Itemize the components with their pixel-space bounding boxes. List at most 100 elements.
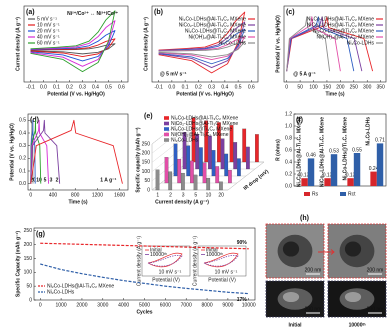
x-tick-label: 0.1 xyxy=(182,84,189,90)
plot-frame xyxy=(23,5,129,83)
inset-legend-label: 10000ᵗʰ xyxy=(150,252,167,258)
bar xyxy=(204,120,209,163)
x-tick-label: 0.4 xyxy=(92,84,99,90)
panel-label: (g) xyxy=(36,231,45,238)
y-axis-label: Current density (A g⁻¹) xyxy=(143,17,149,71)
bar xyxy=(211,150,216,177)
x-tick-label: 0.2 xyxy=(66,84,73,90)
bar xyxy=(237,158,241,177)
x-tick-label: 2000 xyxy=(76,302,87,308)
micrograph xyxy=(327,223,387,279)
value-label: 0.24 xyxy=(369,166,379,172)
x-tick-label: 4000 xyxy=(118,302,129,308)
bar xyxy=(206,177,211,191)
inset-note: 10 mV s⁻¹ xyxy=(215,269,238,275)
bar xyxy=(220,138,225,170)
y-tick-label: 1.0 xyxy=(285,123,292,129)
bar xyxy=(246,146,250,170)
inset-curve xyxy=(203,255,239,267)
grid-line xyxy=(151,125,189,154)
bar xyxy=(155,169,160,191)
legend-label: Ni₂Co-LDHs@Ti₃C₂ MXene xyxy=(313,28,374,34)
x-axis-label: Cycles xyxy=(136,309,152,315)
legend-label: Ni(OH)₂@Al-Ti₃C₂ MXene xyxy=(317,34,375,40)
y-tick-label: 50 xyxy=(144,178,150,184)
x-tick-label: 0.4 xyxy=(221,84,228,90)
x-tick-label: 0.3 xyxy=(208,84,215,90)
plot-frame xyxy=(283,5,387,83)
y-tick-label: 100 xyxy=(24,270,33,276)
bar xyxy=(224,153,229,177)
curve-label: 10 xyxy=(36,177,42,183)
series-line xyxy=(30,119,123,184)
inset-legend-label: Initial xyxy=(150,247,162,253)
panel-label: (f) xyxy=(296,117,303,124)
x-tick-label: 3 xyxy=(182,192,185,198)
x-tick-label: 0 xyxy=(29,192,32,198)
bar xyxy=(301,178,308,186)
y-axis-label: R (ohms) xyxy=(275,139,281,161)
bar xyxy=(208,135,212,170)
grid-line xyxy=(151,115,189,145)
inset-legend-label: Initial xyxy=(206,247,218,253)
legend-label: Ni(OH)₂@Al-Ti₃C₂ MXene xyxy=(171,132,229,138)
y-tick-label: 200 xyxy=(24,242,33,248)
bar xyxy=(199,147,203,177)
x-tick-label: 10 xyxy=(206,192,212,198)
series-line xyxy=(30,119,50,184)
bar xyxy=(307,158,315,186)
category-label: NiCo₂-LDHs@Al-Ti₃C₂ MXene xyxy=(319,117,325,187)
series-line xyxy=(30,119,61,184)
arrow xyxy=(318,249,335,255)
particle-core xyxy=(282,291,300,303)
bar xyxy=(173,143,178,177)
x-tick-label: 800 xyxy=(71,192,80,198)
y-tick-label: 0.3 xyxy=(19,143,26,149)
x-tick-label: 3000 xyxy=(97,302,108,308)
y-tick-label: 1.2 xyxy=(285,111,292,117)
legend-label: Ni₂Co-LDHs@Ti₃C₂ MXene xyxy=(171,126,232,132)
value-label: 0.71 xyxy=(375,138,385,144)
category-label: Ni₂Co-LDHs@Al-Ti₃C₂ MXene xyxy=(296,117,302,187)
x-tick-label: 5000 xyxy=(139,302,150,308)
y-tick-label: 0 xyxy=(147,187,150,193)
x-axis-label: Current density (A g⁻¹) xyxy=(155,199,209,205)
y-tick-label: 0.1 xyxy=(19,168,26,174)
category-label: Ni₂Co-LDHs@Ti₃C₂ MXene xyxy=(342,117,348,181)
x-tick-label: 0.0 xyxy=(40,84,47,90)
series-line xyxy=(40,242,249,250)
y-tick-label: 0.6 xyxy=(285,147,292,153)
panel-label: (c) xyxy=(286,9,295,16)
value-label: 0.13 xyxy=(300,173,310,179)
legend-label: Ni₂Co-LDHs@Al-Ti₃C₂ MXene xyxy=(47,283,114,289)
x-axis-label: Potential (V vs. Hg/HgO) xyxy=(176,91,234,97)
legend-label: 10 mV s⁻¹ xyxy=(37,22,60,28)
y-axis-label: Potential (V vs. Hg/HgO) xyxy=(275,15,281,73)
x-tick-label: 0 xyxy=(285,84,288,90)
legend-label: Ni₂Co-LDHs@Al-Ti₃C₂ MXene xyxy=(179,16,246,22)
annotation: @ 5 mV s⁻¹ xyxy=(160,72,187,78)
panel-label: (a) xyxy=(26,9,35,16)
series-line xyxy=(158,21,246,69)
x-tick-label: 350 xyxy=(376,84,385,90)
y-tick-label: 0 xyxy=(29,297,32,303)
x-tick-label: 6000 xyxy=(160,302,171,308)
bar xyxy=(186,145,191,177)
bar xyxy=(168,171,173,191)
legend-swatch xyxy=(164,127,169,131)
image-caption: 10000ᵗʰ xyxy=(349,322,366,328)
bar xyxy=(228,170,232,184)
x-axis-label: Time (s) xyxy=(68,199,87,205)
y-axis-label: Specific Capacity (mAh g⁻¹) xyxy=(15,231,21,297)
legend-swatch xyxy=(340,192,346,196)
bar xyxy=(193,174,198,191)
y-tick-label: 250 xyxy=(142,141,151,147)
legend-label: NiCo₂-LDHs@Al-Ti₃C₂ MXene xyxy=(179,22,246,28)
x-tick-label: 20 xyxy=(218,192,224,198)
bar xyxy=(181,172,185,191)
legend-swatch xyxy=(164,116,169,120)
x-tick-label: 0.2 xyxy=(195,84,202,90)
curve-label: 3 xyxy=(50,177,53,183)
legend-label: 20 mV s⁻¹ xyxy=(37,28,60,34)
